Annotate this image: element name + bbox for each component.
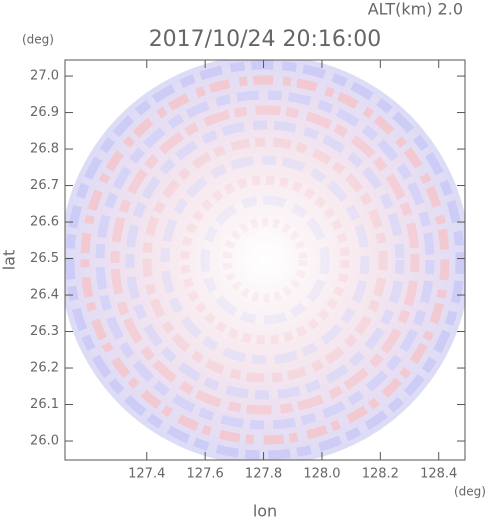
altitude: ALT(km) 2.0 <box>368 0 463 19</box>
y-tick-label: 26.2 <box>30 361 59 376</box>
x-axis-label: lon <box>253 502 277 521</box>
y-tick-label: 26.9 <box>30 105 59 120</box>
x-tick-label: 128.4 <box>420 467 457 482</box>
y-tick-label: 26.0 <box>30 434 59 449</box>
y-unit: (deg) <box>22 33 54 47</box>
radar-field <box>65 60 465 460</box>
y-axis-label: lat <box>0 250 19 271</box>
y-tick-label: 26.4 <box>30 288 59 303</box>
y-tick-label: 26.6 <box>30 215 59 230</box>
chart-title: 2017/10/24 20:16:00 <box>149 27 382 52</box>
y-tick-label: 27.0 <box>30 69 59 84</box>
y-tick-label: 26.8 <box>30 142 59 157</box>
x-tick-label: 128.0 <box>303 467 340 482</box>
y-tick-label: 26.7 <box>30 178 59 193</box>
x-tick-label: 127.8 <box>245 467 282 482</box>
x-tick-label: 128.2 <box>362 467 399 482</box>
plot-frame <box>64 59 466 461</box>
y-tick-label: 26.5 <box>30 251 59 266</box>
y-tick-label: 26.1 <box>30 397 59 412</box>
x-tick-label: 127.4 <box>128 467 165 482</box>
x-tick-label: 127.6 <box>187 467 224 482</box>
y-tick-label: 26.3 <box>30 324 59 339</box>
x-unit: (deg) <box>454 485 486 499</box>
